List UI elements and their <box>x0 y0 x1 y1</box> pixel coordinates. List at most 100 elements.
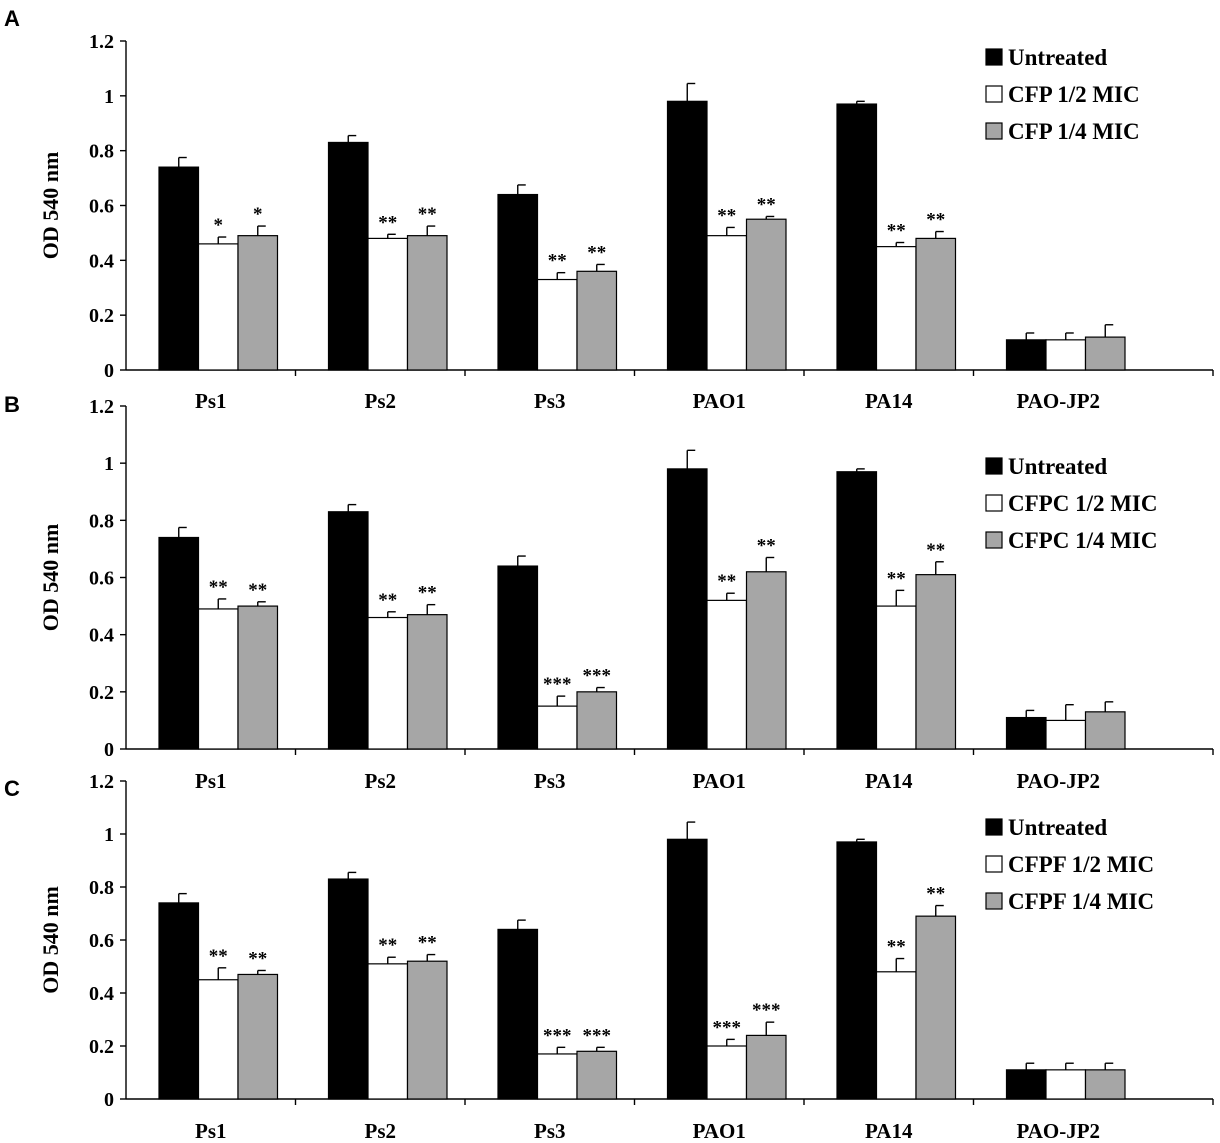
panel-c-y-axis-title: OD 540 nm <box>38 886 63 994</box>
panel-c-significance-marker: ** <box>418 933 437 954</box>
panel-b-legend-swatch <box>985 494 1003 512</box>
panel-b-y-tick-label: 1 <box>104 453 114 475</box>
panel-a-x-tick-label: PA14 <box>865 389 913 413</box>
panel-c-bar <box>1005 1069 1047 1100</box>
panel-a-bar <box>1084 336 1126 371</box>
panel-a-significance-marker: * <box>214 215 224 236</box>
panel-c-y-tick-label: 0.8 <box>89 877 114 899</box>
panel-a-y-tick-label: 0 <box>104 360 114 382</box>
panel-c-bar <box>1045 1069 1087 1100</box>
panel-c-bar <box>1084 1069 1126 1100</box>
panel-c-bar <box>406 960 448 1100</box>
panel-b-x-tick-label: PAO-JP2 <box>1016 769 1100 793</box>
panel-b-y-tick-label: 0 <box>104 739 114 761</box>
panel-c-bar <box>158 902 200 1100</box>
panel-b-y-tick-label: 0.2 <box>89 682 114 704</box>
panel-c-bar <box>497 928 539 1100</box>
panel-c-label: C <box>4 776 20 801</box>
panel-c-significance-marker: *** <box>583 1025 612 1046</box>
panel-a-significance-marker: * <box>253 204 263 225</box>
panel-a-x-tick-label: PAO-JP2 <box>1016 389 1100 413</box>
panel-c-y-tick-label: 0.4 <box>89 983 114 1005</box>
panel-b-bar <box>915 574 957 750</box>
panel-a-legend-swatch <box>985 122 1003 140</box>
panel-c-bar <box>666 838 708 1100</box>
panel-a-y-tick-label: 0.8 <box>89 141 114 163</box>
panel-a-significance-marker: ** <box>717 205 736 226</box>
panel-b-x-tick-label: Ps1 <box>195 769 227 793</box>
panel-b-bar <box>327 511 369 750</box>
panel-c-legend-swatch <box>985 892 1003 910</box>
panel-b-legend-label: Untreated <box>1008 454 1107 479</box>
panel-b-bar <box>875 605 917 750</box>
panel-c-bar <box>327 878 369 1100</box>
panel-c-bar <box>706 1045 748 1100</box>
panel-c-significance-marker: *** <box>752 1000 781 1021</box>
panel-c-significance-marker: ** <box>209 946 228 967</box>
panel-c-bar <box>576 1050 618 1100</box>
panel-b-bar <box>1084 711 1126 750</box>
panel-b-significance-marker: ** <box>757 535 776 556</box>
panel-a-legend-label: CFP 1/2 MIC <box>1008 82 1140 107</box>
panel-a-y-tick-label: 1.2 <box>89 31 114 53</box>
panel-c-significance-marker: *** <box>713 1017 742 1038</box>
panel-b-bar <box>367 616 409 750</box>
panel-c-significance-marker: ** <box>248 948 267 969</box>
panel-b-y-tick-label: 0.4 <box>89 625 114 647</box>
panel-c-significance-marker: ** <box>926 884 945 905</box>
panel-b-legend-swatch <box>985 457 1003 475</box>
panel-a-bar <box>576 270 618 371</box>
panel-a-bar <box>1045 339 1087 371</box>
panel-a-y-axis-title: OD 540 nm <box>38 152 63 260</box>
panel-c-bar <box>367 963 409 1100</box>
panel-a-y-tick-label: 0.4 <box>89 250 114 272</box>
panel-c-bar <box>836 841 878 1100</box>
panel-b-bar <box>576 691 618 750</box>
panel-b-bar <box>1005 716 1047 750</box>
panel-c-legend-label: CFPF 1/4 MIC <box>1008 889 1154 914</box>
panel-b-significance-marker: *** <box>543 674 572 695</box>
panel-c-y-tick-label: 0.2 <box>89 1036 114 1058</box>
panel-a-bar <box>915 237 957 371</box>
panel-b-significance-marker: *** <box>583 666 612 687</box>
panel-c-x-tick-label: Ps2 <box>365 1119 397 1143</box>
panel-b-x-tick-label: PAO1 <box>693 769 746 793</box>
panel-b-bar <box>158 536 200 750</box>
panel-c-x-tick-label: PAO-JP2 <box>1016 1119 1100 1143</box>
panel-c-legend-swatch <box>985 855 1003 873</box>
panel-c-significance-marker: *** <box>543 1025 572 1046</box>
panel-a-bar <box>536 278 578 371</box>
panel-b-significance-marker: ** <box>887 568 906 589</box>
panel-b-significance-marker: ** <box>717 571 736 592</box>
panel-a-bar <box>497 193 539 371</box>
panel-a-bar <box>406 235 448 371</box>
panel-c-x-tick-label: Ps3 <box>534 1119 566 1143</box>
panel-a-bar <box>706 235 748 371</box>
panel-b-bar <box>836 471 878 750</box>
panel-b-legend-label: CFPC 1/2 MIC <box>1008 491 1157 516</box>
panel-c-y-tick-label: 0 <box>104 1089 114 1111</box>
panel-b-bar <box>406 614 448 750</box>
panel-a-legend-label: CFP 1/4 MIC <box>1008 119 1140 144</box>
panel-b-bar <box>536 705 578 750</box>
panel-b-significance-marker: ** <box>248 580 267 601</box>
panel-b-x-tick-label: Ps2 <box>365 769 397 793</box>
panel-c-legend-label: CFPF 1/2 MIC <box>1008 852 1154 877</box>
panel-b-bar <box>706 599 748 750</box>
panel-a-y-tick-label: 1 <box>104 86 114 108</box>
panel-a-bar <box>836 103 878 371</box>
panel-a-significance-marker: ** <box>757 194 776 215</box>
panel-c-bar <box>197 979 239 1100</box>
panel-b-label: B <box>4 392 20 417</box>
panel-a-y-tick-label: 0.2 <box>89 305 114 327</box>
panel-a-significance-marker: ** <box>378 212 397 233</box>
panel-a-x-tick-label: PAO1 <box>693 389 746 413</box>
panel-c-bar <box>915 915 957 1100</box>
panel-c-significance-marker: ** <box>887 937 906 958</box>
panel-a-significance-marker: ** <box>548 251 567 272</box>
panel-b-significance-marker: ** <box>926 540 945 561</box>
panel-b-bar <box>237 605 279 750</box>
panel-b-y-tick-label: 0.8 <box>89 510 114 532</box>
panel-a-x-tick-label: Ps1 <box>195 389 227 413</box>
